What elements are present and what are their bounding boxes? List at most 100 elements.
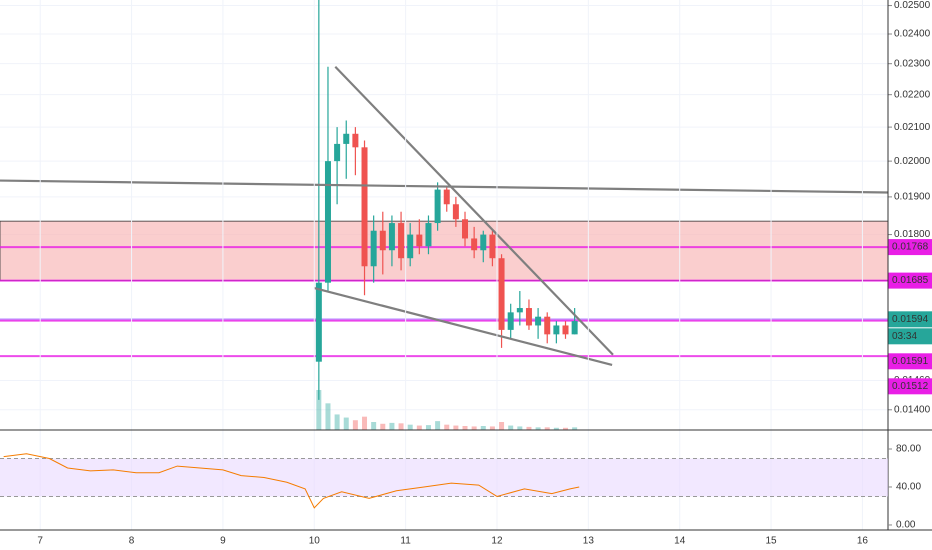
volume-bar — [435, 421, 441, 430]
x-tick-label: 13 — [583, 536, 595, 547]
x-tick-label: 7 — [37, 536, 43, 547]
volume-bar — [380, 423, 386, 430]
y-tick-label: 0.02500 — [894, 0, 931, 11]
volume-bar — [425, 425, 431, 430]
volume-bar — [508, 425, 514, 430]
volume-bar — [517, 426, 523, 430]
volume-bar — [407, 424, 413, 430]
volume-bar — [453, 425, 459, 430]
price-tag — [888, 378, 932, 395]
volume-bar — [489, 426, 495, 430]
candle-body — [416, 234, 423, 247]
x-tick-label: 14 — [674, 536, 686, 547]
volume-bar — [444, 424, 450, 430]
x-tick-label: 9 — [220, 536, 226, 547]
candle-body — [315, 282, 322, 362]
volume-bar — [544, 427, 550, 430]
y-tick-label: 0.02400 — [894, 29, 931, 40]
candle-body — [544, 316, 551, 335]
candle-body — [516, 308, 523, 313]
volume-bar — [352, 420, 358, 430]
x-tick-label: 8 — [129, 536, 135, 547]
price-tag-label: 0.01685 — [892, 275, 929, 286]
candle-body — [407, 234, 414, 259]
candle-body — [471, 238, 478, 251]
y-tick-label: 0.01900 — [894, 192, 931, 203]
price-tag-label: 0.01594 — [892, 314, 929, 325]
price-tag-label: 0.01768 — [892, 242, 929, 253]
rsi-tick-label: 80.00 — [896, 444, 921, 455]
candle-body — [571, 321, 578, 335]
volume-bar — [416, 425, 422, 430]
resistance-zone — [0, 220, 888, 282]
candle-body — [452, 204, 459, 220]
candle-body — [525, 308, 532, 326]
volume-bar — [480, 426, 486, 430]
price-tag — [888, 311, 932, 328]
volume-bar — [535, 427, 541, 430]
y-tick-label: 0.01800 — [894, 229, 931, 240]
volume-bar — [362, 416, 368, 430]
volume-bar — [553, 427, 559, 430]
x-tick-label: 10 — [309, 536, 321, 547]
main-pane — [0, 0, 888, 430]
candle-body — [343, 133, 350, 144]
volume-bar — [389, 422, 395, 430]
y-tick-label: 0.02100 — [894, 122, 931, 133]
candle-body — [352, 133, 359, 148]
candle-body — [334, 143, 341, 162]
candle-body — [535, 316, 542, 326]
candle-body — [388, 223, 395, 251]
y-tick-label: 0.02200 — [894, 89, 931, 100]
volume-bar — [343, 417, 349, 430]
candle-body — [324, 161, 331, 283]
candle-body — [507, 312, 514, 330]
countdown-label: 03:34 — [892, 331, 917, 342]
price-tag — [888, 272, 932, 289]
x-tick-label: 12 — [491, 536, 503, 547]
countdown-tag — [888, 328, 932, 345]
candle-body — [480, 234, 487, 251]
y-tick-label: 0.02300 — [894, 58, 931, 69]
price-tag — [888, 239, 932, 256]
candle-body — [562, 325, 569, 335]
trendline — [0, 179, 888, 194]
volume-bar — [462, 426, 468, 430]
y-tick-label: 0.02000 — [894, 156, 931, 167]
volume-bar — [563, 427, 569, 430]
price-tag-label: 0.01591 — [892, 356, 929, 367]
rsi-line — [3, 453, 580, 509]
candle-body — [434, 189, 441, 224]
rsi-tick-label: 40.00 — [896, 482, 921, 493]
candle-body — [443, 189, 450, 205]
x-tick-label: 15 — [765, 536, 777, 547]
candle-body — [498, 258, 505, 330]
volume-bar — [325, 403, 331, 430]
volume-bar — [526, 426, 532, 430]
rsi-band — [0, 458, 888, 497]
x-tick-label: 11 — [400, 536, 411, 547]
volume-bar — [398, 423, 404, 430]
volume-bar — [334, 414, 340, 430]
rsi-tick-label: 0.00 — [896, 520, 916, 531]
volume-bar — [499, 422, 505, 430]
candle-body — [398, 223, 405, 259]
volume-bar — [572, 427, 578, 430]
candle-body — [553, 325, 560, 335]
volume-bar — [316, 390, 322, 430]
x-tick-label: 16 — [857, 536, 869, 547]
y-tick-label: 0.01400 — [894, 404, 931, 415]
candle-body — [462, 219, 469, 239]
candle-body — [370, 230, 377, 267]
candle-body — [379, 230, 386, 251]
trendline — [334, 65, 614, 356]
candle-body — [425, 223, 432, 247]
candle-body — [489, 234, 496, 259]
candle-body — [361, 147, 368, 267]
volume-bar — [371, 422, 377, 430]
trendline — [313, 287, 613, 367]
price-tag-label: 0.01512 — [892, 381, 929, 392]
volume-bar — [471, 426, 477, 430]
price-tag — [888, 353, 932, 370]
